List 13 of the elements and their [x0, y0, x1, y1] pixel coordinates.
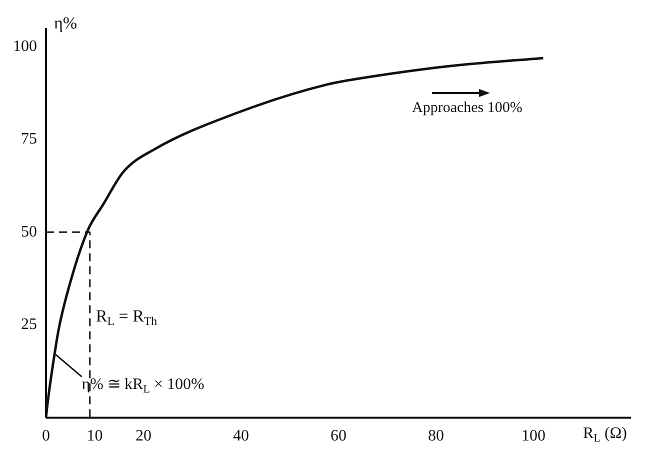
- y-tick-label: 75: [21, 130, 37, 148]
- x-tick-label: 40: [233, 428, 249, 445]
- x-tick-label: 60: [330, 428, 346, 445]
- y-tick-label: 25: [21, 316, 37, 334]
- x-tick-label: 20: [136, 428, 152, 445]
- x-tick-label: 0: [42, 428, 50, 445]
- y-axis-title: η%: [54, 13, 78, 32]
- x-tick-label: 100: [522, 428, 546, 445]
- x-tick-label: 80: [428, 428, 444, 445]
- y-tick-label: 100: [13, 38, 37, 55]
- annotation: Approaches 100%: [412, 100, 522, 116]
- x-tick-label: 10: [86, 428, 103, 445]
- y-tick-label: 50: [21, 223, 37, 240]
